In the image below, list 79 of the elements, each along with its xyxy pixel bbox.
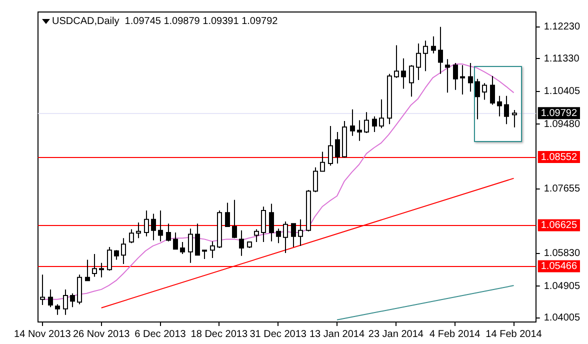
y-tick-label: 1.11330 [544,53,580,64]
candlestick [70,292,75,308]
candlestick [313,166,318,193]
candlestick [320,151,325,172]
y-tick-label: 1.04905 [544,280,580,292]
candlestick [445,58,450,94]
candlestick [166,223,171,242]
candlestick [180,242,185,255]
x-tick-label: 14 Feb 2014 [486,328,542,340]
candlestick [416,42,421,80]
candlestick [497,95,502,117]
candlestick [475,78,480,120]
candlestick [261,206,266,243]
candlestick [225,202,230,227]
candlestick [269,203,274,242]
ref-line-label: 1.08552 [540,152,578,163]
candlestick [114,250,119,260]
candlestick [512,110,517,128]
candlestick [298,218,303,246]
candlestick [350,108,355,136]
x-tick-label: 23 Jan 2014 [368,328,424,340]
ref-line-label: 1.06625 [540,220,578,231]
candlestick [453,62,458,90]
candlestick [144,210,149,237]
candlestick [504,95,509,125]
ref-line-label: 1.05466 [540,260,578,272]
x-tick-label: 6 Dec 2013 [134,328,186,340]
candlestick [151,213,156,241]
candlestick [372,116,377,132]
candlestick [121,238,126,264]
candlestick [335,131,340,164]
candlestick [482,82,487,100]
candlestick [254,228,259,243]
candlestick [195,223,200,256]
candlestick [99,262,104,278]
x-tick-label: 13 Jan 2014 [309,328,365,340]
candlestick [364,112,369,134]
candlestick [136,222,141,239]
candlestick [328,125,333,166]
candlestick [379,98,384,129]
candlestick [188,228,193,264]
candlestick [291,223,296,248]
candlestick [63,288,68,316]
x-tick-label: 18 Dec 2013 [190,328,248,340]
x-tick-label: 4 Feb 2014 [430,328,481,340]
candlestick [107,246,112,272]
x-tick-label: 31 Dec 2013 [250,328,307,340]
y-tick-label: 1.09480 [544,118,580,130]
candlestick [468,62,473,92]
candlestick [276,228,281,244]
chart-title: USDCAD,Daily 1.09745 1.09879 1.09391 1.09792 [52,16,278,27]
y-tick-label: 1.04005 [544,312,580,324]
candlestick [394,44,399,78]
candlestick [431,36,436,54]
candlestick [401,58,406,90]
y-tick-label: 1.07655 [544,184,580,195]
candlestick [490,76,495,106]
candlestick [173,232,178,250]
candlestick [232,199,237,239]
candlestick [423,40,428,72]
candlestick [239,230,244,256]
x-tick-label: 14 Nov 2013 [14,328,72,340]
candlestick [55,304,60,316]
y-tick-label: 1.05830 [544,248,580,260]
candlestick [129,228,134,244]
candlestick [48,288,53,308]
candlestick [210,240,215,258]
candlestick [158,210,163,242]
candlestick [283,221,288,254]
candlestick [460,64,465,95]
candlestick [438,26,443,74]
x-tick-label: 26 Nov 2013 [72,328,130,340]
y-tick-label: 1.10405 [544,86,580,98]
candlestick [409,64,414,98]
y-tick-label: 1.12230 [544,22,580,33]
ref-line-label: 1.09792 [540,108,578,119]
candlestick [92,254,97,278]
candlestick [85,259,90,282]
candlestick [357,120,362,142]
